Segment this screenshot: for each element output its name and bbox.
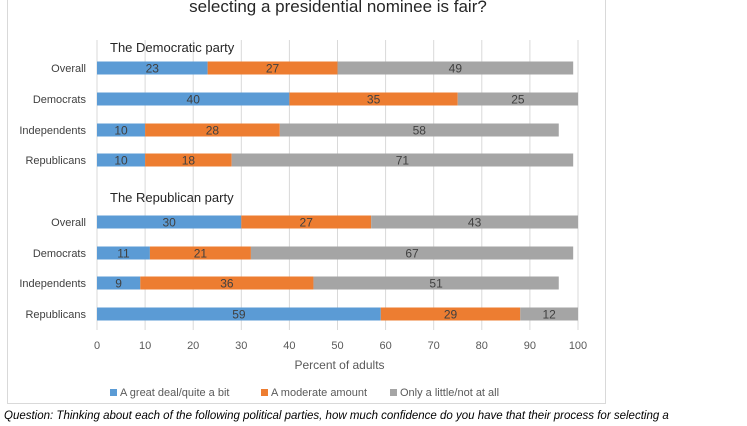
category-label: Independents	[19, 278, 86, 290]
x-tick-label: 40	[283, 340, 295, 352]
bar-segment	[207, 61, 338, 75]
bar-segment	[97, 276, 141, 290]
bar-segment	[97, 246, 150, 260]
data-label: 51	[429, 277, 443, 291]
legend-swatch	[110, 389, 117, 396]
data-label: 67	[405, 247, 419, 261]
x-tick-label: 50	[331, 340, 343, 352]
x-tick-label: 80	[476, 340, 488, 352]
data-label: 23	[146, 62, 160, 76]
x-tick-label: 90	[524, 340, 536, 352]
bar-segment	[371, 215, 578, 229]
bar-segment	[149, 246, 251, 260]
bar-segment	[231, 153, 574, 167]
data-label: 43	[468, 216, 482, 230]
x-tick-label: 60	[379, 340, 391, 352]
data-label: 49	[449, 62, 463, 76]
legend-entry: A great deal/quite a bit	[120, 387, 229, 399]
data-label: 9	[115, 277, 122, 291]
data-label: 25	[511, 93, 525, 107]
data-label: 59	[232, 308, 246, 322]
data-label: 21	[194, 247, 208, 261]
data-label: 36	[220, 277, 234, 291]
data-label: 35	[367, 93, 381, 107]
category-label: Democrats	[33, 94, 87, 106]
chart-title: selecting a presidential nominee is fair…	[189, 0, 487, 16]
data-label: 12	[542, 308, 556, 322]
x-tick-label: 70	[428, 340, 440, 352]
bar-segment	[457, 92, 578, 106]
bar-segment	[140, 276, 314, 290]
bar-segment	[520, 307, 578, 321]
x-tick-label: 20	[187, 340, 199, 352]
group-label: The Democratic party	[110, 40, 235, 55]
bar-segment	[145, 153, 232, 167]
legend-entry: A moderate amount	[271, 387, 367, 399]
bar-segment	[289, 92, 458, 106]
bar-segment	[279, 123, 559, 137]
x-tick-label: 100	[569, 340, 587, 352]
category-label: Democrats	[33, 248, 87, 260]
data-label: 30	[162, 216, 176, 230]
chart-frame	[7, 0, 606, 404]
data-label: 71	[396, 154, 410, 168]
legend-entry: Only a little/not at all	[400, 387, 499, 399]
x-axis-label: Percent of adults	[294, 358, 384, 372]
bar-segment	[97, 123, 146, 137]
bar-segment	[97, 92, 290, 106]
bar-segment	[97, 307, 381, 321]
bar-segment	[97, 153, 146, 167]
category-label: Overall	[51, 63, 86, 75]
legend-swatch	[261, 389, 268, 396]
data-label: 58	[413, 124, 427, 138]
category-label: Republicans	[25, 309, 86, 321]
bar-segment	[250, 246, 574, 260]
category-label: Overall	[51, 217, 86, 229]
bar-segment	[337, 61, 574, 75]
data-label: 11	[117, 247, 130, 261]
legend-swatch	[390, 389, 397, 396]
data-label: 28	[206, 124, 220, 138]
data-label: 10	[114, 124, 128, 138]
x-tick-label: 30	[235, 340, 247, 352]
data-label: 10	[114, 154, 128, 168]
bar-segment	[97, 215, 242, 229]
bar-segment	[313, 276, 559, 290]
x-tick-label: 10	[139, 340, 151, 352]
category-label: Republicans	[25, 155, 86, 167]
data-label: 29	[444, 308, 458, 322]
bar-segment	[241, 215, 372, 229]
data-label: 27	[266, 62, 280, 76]
group-label: The Republican party	[110, 190, 234, 205]
x-tick-label: 0	[94, 340, 100, 352]
data-label: 18	[182, 154, 196, 168]
data-label: 27	[300, 216, 314, 230]
question-footnote: Question: Thinking about each of the fol…	[4, 410, 669, 422]
bar-segment	[145, 123, 280, 137]
bar-segment	[380, 307, 521, 321]
category-label: Independents	[19, 125, 86, 137]
bar-segment	[97, 61, 208, 75]
data-label: 40	[187, 93, 201, 107]
